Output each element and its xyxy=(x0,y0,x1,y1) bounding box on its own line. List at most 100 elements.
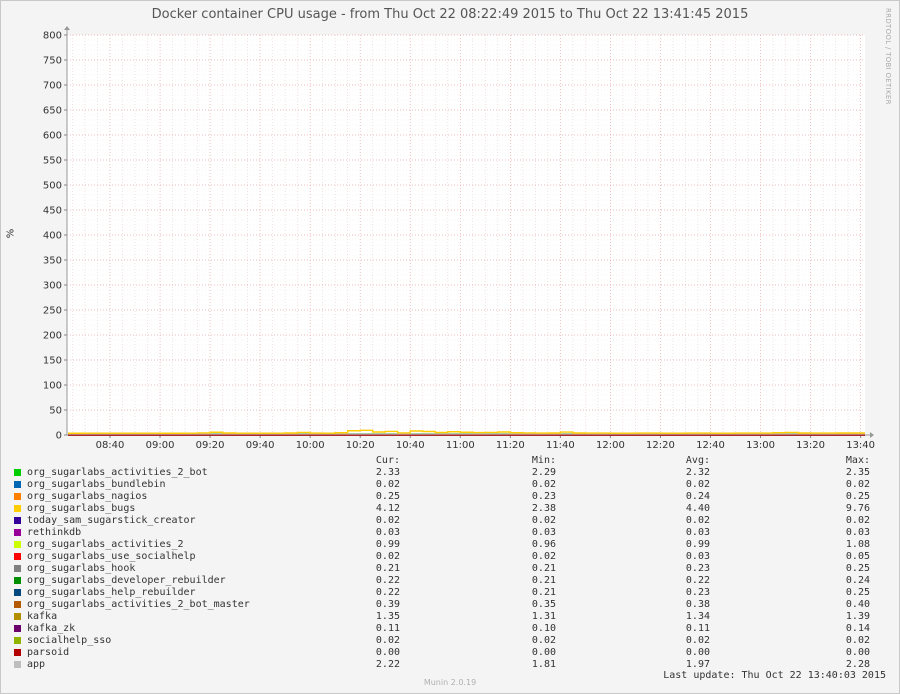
legend-max: 1.08 xyxy=(845,539,870,550)
legend-swatch xyxy=(14,589,21,596)
grid-lines xyxy=(67,34,865,435)
legend-cur: 0.22 xyxy=(375,575,400,586)
y-tick-label: 450 xyxy=(43,206,62,217)
legend-min: 0.35 xyxy=(531,599,556,610)
legend-cur: 0.03 xyxy=(375,527,400,538)
legend-cur: 0.02 xyxy=(375,635,400,646)
legend-avg: 0.99 xyxy=(685,539,710,550)
legend-min: 0.02 xyxy=(531,635,556,646)
legend-series-name: kafka xyxy=(27,611,58,622)
legend-cur: 0.22 xyxy=(375,587,400,598)
legend-row: org_sugarlabs_use_socialhelp 0.02 0.02 0.03… xyxy=(14,551,888,563)
x-tick-label: 12:00 xyxy=(596,440,625,451)
legend-swatch xyxy=(14,649,21,656)
x-tick-label: 10:40 xyxy=(396,440,425,451)
legend-min: 1.31 xyxy=(531,611,556,622)
legend-min: 0.96 xyxy=(531,539,556,550)
rrdtool-credit: RRDTOOL / TOBI OETIKER xyxy=(884,8,892,105)
legend-max: 0.25 xyxy=(845,491,870,502)
legend-min: 2.29 xyxy=(531,467,556,478)
legend-row: parsoid 0.00 0.00 0.00 0.00 xyxy=(14,647,888,659)
y-tick-label: 250 xyxy=(43,306,62,317)
legend-swatch xyxy=(14,565,21,572)
legend-row: org_sugarlabs_bugs 4.12 2.38 4.40 9.76 xyxy=(14,503,888,515)
legend-max: 2.28 xyxy=(845,659,870,670)
legend-min: 0.00 xyxy=(531,647,556,658)
series-line-org_sugarlabs_bugs xyxy=(68,429,865,434)
y-axis-arrow xyxy=(64,26,70,30)
x-tick-label: 13:20 xyxy=(796,440,825,451)
y-tick-label: 400 xyxy=(43,231,62,242)
legend-min: 0.02 xyxy=(531,479,556,490)
legend-max: 1.39 xyxy=(845,611,870,622)
plot-area: 0 50 100 150 200 250 300 350 400 450 500 550 600 650 7… xyxy=(43,26,875,451)
x-tick-label: 09:00 xyxy=(146,440,175,451)
legend-max: 0.02 xyxy=(845,479,870,490)
x-tick-label: 12:40 xyxy=(696,440,725,451)
legend-row: org_sugarlabs_help_rebuilder 0.22 0.21 0.23… xyxy=(14,587,888,599)
legend-max: 0.24 xyxy=(845,575,870,586)
legend-max: 0.03 xyxy=(845,527,870,538)
legend-row: org_sugarlabs_activities_2_bot_master 0.3… xyxy=(14,599,888,611)
legend-cur: 1.35 xyxy=(375,611,400,622)
legend-row: app 2.22 1.81 1.97 2.28 xyxy=(14,659,888,671)
legend-series-name: kafka_zk xyxy=(27,623,76,634)
y-tick-label: 150 xyxy=(43,356,62,367)
legend-series-name: parsoid xyxy=(27,647,70,658)
x-tick-label: 12:20 xyxy=(646,440,675,451)
legend-max: 0.40 xyxy=(845,599,870,610)
series-lines xyxy=(68,429,865,436)
legend-cur: 2.22 xyxy=(375,659,400,670)
legend-avg: 0.23 xyxy=(685,587,710,598)
legend-rows: org_sugarlabs_activities_2_bot 2.33 2.29 2.… xyxy=(14,467,888,671)
y-tick-label: 800 xyxy=(43,31,62,42)
legend-min: 0.23 xyxy=(531,491,556,502)
legend-max: 0.25 xyxy=(845,563,870,574)
legend-table: Cur: Min: Avg: Max: org_sugarlabs_activi… xyxy=(14,455,888,671)
y-tick-label: 700 xyxy=(43,81,62,92)
legend-row: org_sugarlabs_developer_rebuilder 0.22 0.2… xyxy=(14,575,888,587)
legend-cur: 4.12 xyxy=(375,503,400,514)
x-tick-label: 13:00 xyxy=(746,440,775,451)
x-tick-label: 10:20 xyxy=(346,440,375,451)
legend-row: org_sugarlabs_hook 0.21 0.21 0.23 0.25 xyxy=(14,563,888,575)
legend-swatch xyxy=(14,517,21,524)
legend-cur: 0.02 xyxy=(375,479,400,490)
y-tick-label: 750 xyxy=(43,56,62,67)
column-max-header: Max: xyxy=(845,455,870,466)
legend-series-name: org_sugarlabs_hook xyxy=(27,563,136,574)
legend-min: 0.21 xyxy=(531,587,556,598)
legend-cur: 0.02 xyxy=(375,551,400,562)
legend-avg: 1.34 xyxy=(685,611,710,622)
column-cur-header: Cur: xyxy=(375,455,400,466)
y-tick-label: 500 xyxy=(43,181,62,192)
legend-swatch xyxy=(14,601,21,608)
legend-min: 0.03 xyxy=(531,527,556,538)
x-tick-label: 11:00 xyxy=(446,440,475,451)
legend-cur: 0.11 xyxy=(375,623,400,634)
legend-series-name: org_sugarlabs_activities_2 xyxy=(27,539,184,550)
legend-swatch xyxy=(14,637,21,644)
legend-avg: 0.00 xyxy=(685,647,710,658)
legend-max: 9.76 xyxy=(845,503,870,514)
legend-min: 0.02 xyxy=(531,515,556,526)
last-update: Last update: Thu Oct 22 13:40:03 2015 xyxy=(663,670,886,681)
y-tick-label: 100 xyxy=(43,381,62,392)
legend-avg: 0.02 xyxy=(685,635,710,646)
legend-cur: 0.02 xyxy=(375,515,400,526)
column-avg-header: Avg: xyxy=(685,455,710,466)
legend-cur: 0.39 xyxy=(375,599,400,610)
legend-min: 2.38 xyxy=(531,503,556,514)
legend-max: 0.14 xyxy=(845,623,870,634)
legend-avg: 0.03 xyxy=(685,527,710,538)
legend-avg: 0.11 xyxy=(685,623,710,634)
legend-swatch xyxy=(14,493,21,500)
column-min-header: Min: xyxy=(531,455,556,466)
legend-max: 0.00 xyxy=(845,647,870,658)
legend-max: 0.25 xyxy=(845,587,870,598)
y-tick-label: 350 xyxy=(43,256,62,267)
legend-min: 0.21 xyxy=(531,563,556,574)
legend-avg: 0.02 xyxy=(685,515,710,526)
x-tick-label: 10:00 xyxy=(296,440,325,451)
legend-avg: 0.02 xyxy=(685,479,710,490)
